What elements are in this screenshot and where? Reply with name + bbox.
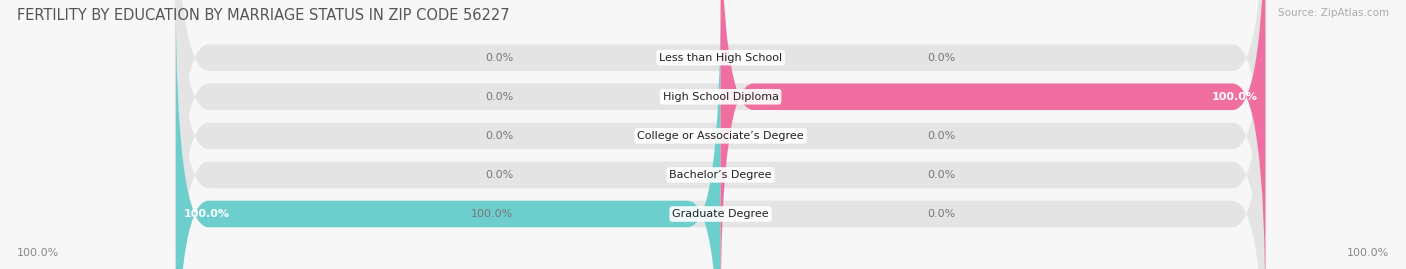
- Text: FERTILITY BY EDUCATION BY MARRIAGE STATUS IN ZIP CODE 56227: FERTILITY BY EDUCATION BY MARRIAGE STATU…: [17, 8, 509, 23]
- Text: 0.0%: 0.0%: [928, 209, 956, 219]
- FancyBboxPatch shape: [721, 0, 1265, 269]
- FancyBboxPatch shape: [176, 0, 721, 269]
- Text: Source: ZipAtlas.com: Source: ZipAtlas.com: [1278, 8, 1389, 18]
- FancyBboxPatch shape: [176, 0, 1265, 269]
- Text: Graduate Degree: Graduate Degree: [672, 209, 769, 219]
- Text: 0.0%: 0.0%: [485, 53, 513, 63]
- Text: 0.0%: 0.0%: [928, 53, 956, 63]
- Text: 100.0%: 100.0%: [17, 248, 59, 258]
- Text: 0.0%: 0.0%: [485, 131, 513, 141]
- Text: College or Associate’s Degree: College or Associate’s Degree: [637, 131, 804, 141]
- Text: 0.0%: 0.0%: [485, 170, 513, 180]
- FancyBboxPatch shape: [176, 0, 1265, 269]
- Text: 0.0%: 0.0%: [928, 131, 956, 141]
- Text: 0.0%: 0.0%: [928, 170, 956, 180]
- Text: 100.0%: 100.0%: [1211, 92, 1257, 102]
- FancyBboxPatch shape: [176, 0, 1265, 269]
- Text: Bachelor’s Degree: Bachelor’s Degree: [669, 170, 772, 180]
- FancyBboxPatch shape: [176, 0, 1265, 269]
- Text: High School Diploma: High School Diploma: [662, 92, 779, 102]
- Text: 100.0%: 100.0%: [1347, 248, 1389, 258]
- Text: 100.0%: 100.0%: [471, 209, 513, 219]
- Text: 0.0%: 0.0%: [485, 92, 513, 102]
- FancyBboxPatch shape: [176, 0, 1265, 269]
- Text: Less than High School: Less than High School: [659, 53, 782, 63]
- Text: 100.0%: 100.0%: [184, 209, 231, 219]
